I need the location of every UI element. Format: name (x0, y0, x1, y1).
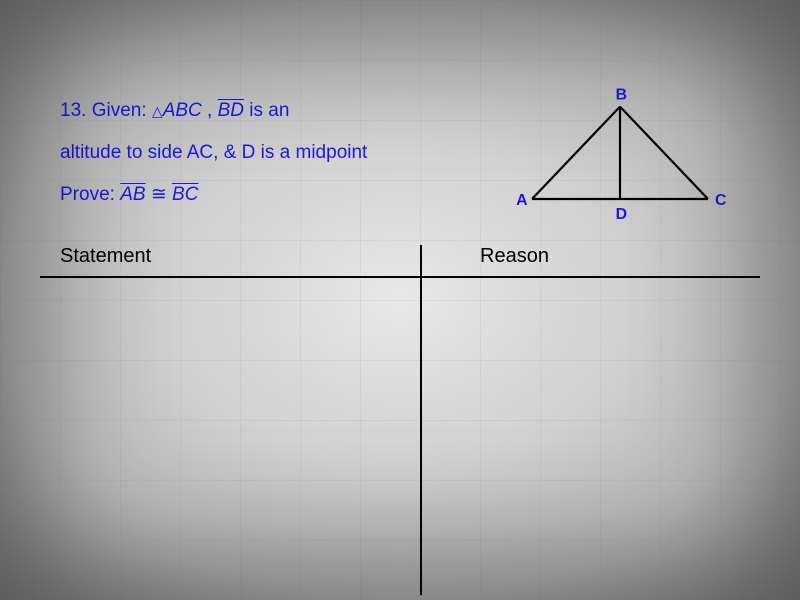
statement-column-header: Statement (60, 245, 440, 268)
congruent-symbol: ≅ (151, 184, 167, 205)
vertex-a-label: A (516, 192, 528, 209)
reason-column-header: Reason (440, 245, 549, 268)
proof-table: Statement Reason (60, 245, 740, 278)
table-headers: Statement Reason (60, 245, 740, 276)
table-horizontal-divider (40, 276, 760, 278)
given-text-2: is an (249, 100, 289, 121)
vertex-c-label: C (715, 192, 726, 209)
prove-prefix: Prove: (60, 184, 115, 205)
side-bc (620, 107, 708, 199)
triangle-diagram: A B C D (510, 80, 730, 230)
segment-bc: BC (172, 184, 198, 205)
side-ab (532, 107, 620, 199)
vertex-b-label: B (616, 87, 627, 104)
vertex-d-label: D (616, 206, 627, 223)
triangle-name: ABC (163, 100, 202, 121)
triangle-symbol: △ (152, 103, 163, 119)
segment-bd: BD (218, 100, 244, 121)
triangle-svg: A B C D (510, 80, 730, 230)
problem-number: 13. (60, 100, 86, 121)
given-prefix: Given: (92, 100, 147, 121)
table-vertical-divider (420, 245, 422, 595)
worksheet-content: 13. Given: △ABC , BD is an altitude to s… (0, 0, 800, 278)
segment-ab: AB (120, 184, 145, 205)
comma: , (207, 100, 212, 121)
